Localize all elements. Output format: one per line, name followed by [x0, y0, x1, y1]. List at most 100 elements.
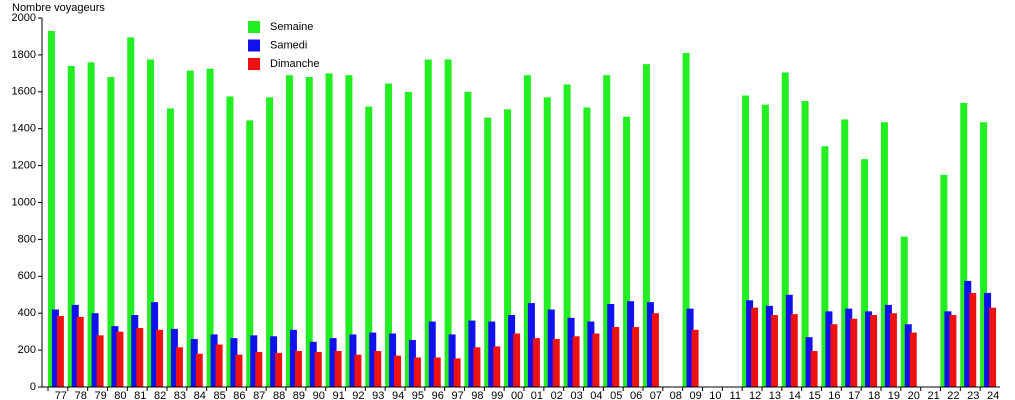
x-tick-label: 81: [134, 390, 146, 400]
x-tick-label: 99: [491, 390, 503, 400]
bar: [790, 314, 798, 387]
bar: [583, 107, 591, 388]
bar: [413, 357, 421, 387]
bar: [246, 120, 254, 388]
legend-swatch: [248, 58, 260, 70]
bar: [190, 339, 198, 387]
bar: [781, 72, 789, 388]
x-tick-label: 05: [610, 390, 622, 400]
bar: [235, 354, 243, 387]
bar: [255, 351, 263, 387]
bar: [67, 65, 75, 387]
x-tick-label: 21: [927, 390, 939, 400]
y-tick-label: 400: [18, 307, 36, 319]
x-tick-label: 80: [114, 390, 126, 400]
x-tick-label: 88: [273, 390, 285, 400]
bar: [646, 302, 654, 387]
bar: [960, 102, 968, 388]
bar: [166, 108, 174, 387]
bar: [746, 300, 754, 387]
bar: [523, 75, 531, 387]
bar: [107, 77, 115, 387]
bar: [349, 334, 357, 387]
bar: [984, 292, 992, 387]
bar: [949, 315, 957, 387]
bar: [572, 336, 580, 387]
bar: [374, 351, 382, 387]
x-tick-label: 18: [868, 390, 880, 400]
bar: [76, 316, 84, 387]
x-tick-label: 90: [313, 390, 325, 400]
bar: [603, 75, 611, 387]
chart-title: Nombre voyageurs: [12, 2, 105, 14]
y-tick-label: 1600: [12, 86, 36, 98]
bar: [532, 338, 540, 387]
bar: [527, 303, 535, 387]
bar: [504, 109, 512, 387]
x-tick-label: 11: [730, 390, 741, 400]
bar: [969, 292, 977, 387]
bar: [136, 327, 144, 387]
x-tick-label: 19: [888, 390, 900, 400]
bar: [627, 301, 635, 387]
bar: [761, 104, 769, 387]
x-tick-label: 06: [630, 390, 642, 400]
bar: [127, 37, 135, 388]
bar: [96, 335, 104, 387]
bar: [587, 321, 595, 387]
x-tick-label: 77: [55, 390, 67, 400]
x-tick-label: 20: [908, 390, 920, 400]
bar: [56, 315, 64, 387]
x-tick-label: 17: [848, 390, 860, 400]
x-tick-label: 02: [551, 390, 563, 400]
x-tick-label: 78: [75, 390, 87, 400]
bar: [865, 311, 873, 387]
x-tick-label: 04: [590, 390, 602, 400]
bar: [493, 346, 501, 387]
bar: [889, 313, 897, 387]
bar: [87, 62, 95, 387]
x-tick-label: 94: [392, 390, 404, 400]
x-tick-label: 92: [352, 390, 364, 400]
bar: [206, 68, 214, 388]
bar: [309, 341, 317, 387]
y-tick-label: 2000: [12, 12, 36, 24]
bar: [111, 326, 119, 387]
bar: [880, 122, 888, 388]
x-tick-label: 97: [451, 390, 463, 400]
bar: [369, 332, 377, 387]
bar: [424, 59, 432, 387]
bar: [691, 329, 699, 387]
x-tick-label: 82: [154, 390, 166, 400]
bar: [147, 59, 155, 387]
bar: [552, 339, 560, 387]
bar: [547, 309, 555, 387]
x-tick-label: 01: [531, 390, 543, 400]
bar: [612, 327, 620, 387]
x-tick-label: 12: [749, 390, 761, 400]
bar: [385, 83, 393, 387]
bar: [170, 328, 178, 387]
bar: [334, 351, 342, 387]
bar: [567, 317, 575, 387]
bar: [830, 324, 838, 387]
bar: [825, 311, 833, 387]
bar: [444, 59, 452, 387]
bar: [964, 280, 972, 387]
x-tick-label: 91: [332, 390, 344, 400]
bar: [980, 122, 988, 388]
bar: [365, 106, 373, 387]
bar: [329, 338, 337, 387]
legend-label: Samedi: [270, 39, 307, 51]
bar: [314, 351, 322, 387]
bar: [632, 327, 640, 387]
x-tick-label: 14: [789, 390, 801, 400]
bar: [563, 84, 571, 388]
legend-label: Semaine: [270, 21, 313, 33]
bar: [940, 174, 948, 387]
bar: [821, 146, 829, 387]
y-tick-label: 1000: [12, 196, 36, 208]
x-tick-label: 09: [689, 390, 701, 400]
bar: [354, 354, 362, 387]
